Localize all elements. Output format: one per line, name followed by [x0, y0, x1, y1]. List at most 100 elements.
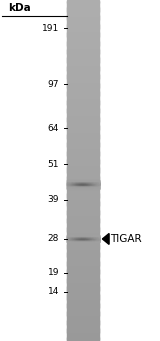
Bar: [88, 187, 89, 188]
Bar: [83, 181, 84, 182]
Bar: [98, 237, 99, 238]
Bar: [77, 237, 78, 238]
Bar: [90, 237, 91, 238]
Bar: [79, 238, 80, 239]
Bar: [73, 181, 74, 182]
Bar: [89, 239, 90, 240]
Bar: [67, 45, 99, 47]
Bar: [67, 16, 99, 18]
Bar: [77, 238, 78, 239]
Bar: [89, 236, 90, 237]
Bar: [86, 237, 87, 238]
Bar: [95, 182, 96, 183]
Bar: [67, 44, 99, 46]
Bar: [82, 237, 83, 238]
Bar: [76, 240, 77, 241]
Bar: [67, 245, 99, 247]
Bar: [72, 182, 73, 184]
Bar: [94, 237, 95, 238]
Bar: [73, 239, 74, 240]
Bar: [67, 223, 99, 225]
Bar: [71, 239, 72, 240]
Bar: [67, 257, 99, 260]
Bar: [76, 235, 77, 236]
Bar: [86, 240, 87, 241]
Bar: [74, 187, 75, 188]
Bar: [67, 294, 99, 296]
Bar: [87, 238, 88, 239]
Bar: [95, 237, 96, 238]
Bar: [74, 238, 75, 239]
Bar: [92, 241, 93, 242]
Bar: [73, 187, 74, 188]
Bar: [68, 239, 69, 240]
Bar: [79, 187, 80, 188]
Bar: [85, 241, 86, 242]
Bar: [67, 38, 99, 39]
Bar: [67, 195, 99, 197]
Bar: [67, 338, 99, 340]
Bar: [81, 240, 82, 241]
Bar: [67, 91, 99, 93]
Bar: [67, 32, 99, 34]
Bar: [67, 275, 99, 276]
Bar: [67, 295, 99, 297]
Bar: [67, 106, 99, 107]
Bar: [67, 153, 99, 155]
Bar: [77, 182, 78, 183]
Bar: [98, 182, 99, 183]
Bar: [91, 180, 92, 181]
Bar: [67, 181, 68, 182]
Bar: [67, 296, 99, 298]
Bar: [79, 235, 80, 236]
Bar: [82, 182, 83, 183]
Bar: [73, 240, 74, 241]
Bar: [87, 187, 88, 188]
Bar: [97, 235, 98, 236]
Bar: [67, 284, 99, 285]
Bar: [96, 182, 97, 184]
Bar: [78, 238, 79, 239]
Bar: [80, 187, 81, 188]
Bar: [83, 235, 84, 236]
Bar: [69, 236, 70, 237]
Bar: [87, 237, 88, 238]
Bar: [89, 180, 90, 181]
Bar: [71, 235, 72, 236]
Bar: [98, 187, 99, 188]
Bar: [67, 330, 99, 332]
Bar: [94, 184, 95, 186]
Bar: [67, 50, 99, 52]
Bar: [91, 182, 92, 184]
Bar: [97, 184, 98, 186]
Bar: [74, 182, 75, 183]
Bar: [67, 309, 99, 310]
Bar: [89, 187, 90, 188]
Bar: [87, 183, 88, 184]
Bar: [92, 180, 93, 181]
Bar: [91, 237, 92, 238]
Bar: [86, 185, 87, 186]
Bar: [67, 317, 99, 320]
Bar: [89, 181, 90, 182]
Bar: [67, 235, 68, 236]
Bar: [67, 242, 99, 243]
Bar: [67, 90, 99, 91]
Bar: [73, 235, 74, 236]
Bar: [70, 182, 71, 183]
Bar: [95, 187, 96, 188]
Bar: [71, 186, 72, 187]
Bar: [75, 188, 76, 189]
Bar: [98, 186, 99, 187]
Bar: [68, 235, 69, 236]
Bar: [96, 188, 97, 189]
Bar: [67, 158, 99, 160]
Bar: [89, 241, 90, 242]
Bar: [67, 107, 99, 108]
Bar: [76, 237, 77, 238]
Bar: [72, 240, 73, 241]
Bar: [67, 259, 99, 261]
Bar: [94, 239, 95, 240]
Bar: [67, 60, 99, 62]
Bar: [67, 260, 99, 262]
